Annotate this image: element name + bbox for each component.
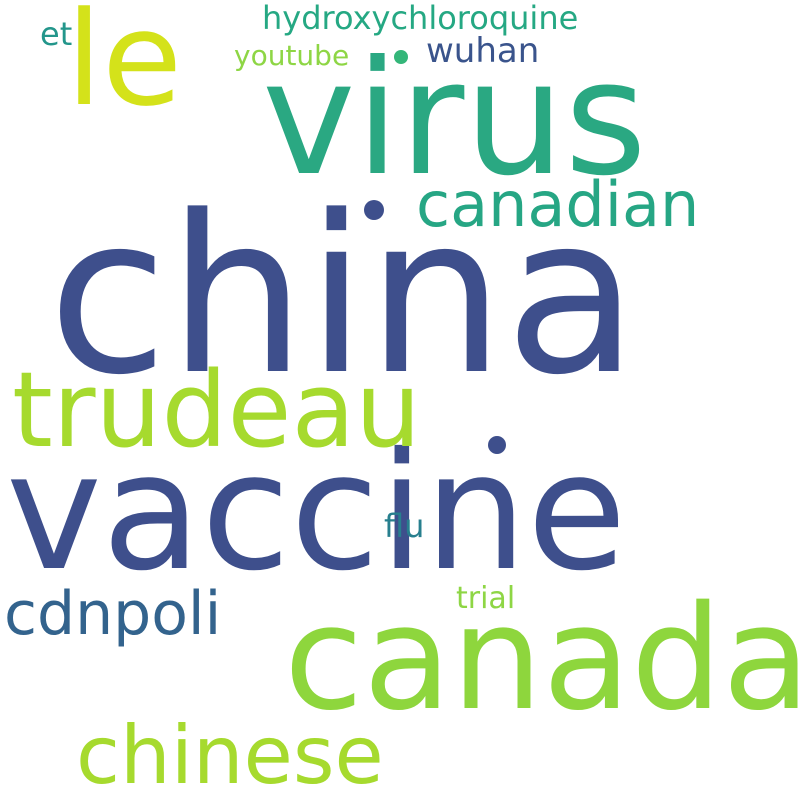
word-hydroxychloroquine: hydroxychloroquine	[262, 0, 579, 37]
dot-mark-trudeau	[488, 436, 506, 454]
dot-mark-china	[364, 200, 384, 220]
word-youtube: youtube	[234, 39, 350, 72]
word-virus: virus	[262, 27, 647, 211]
word-canadian: canadian	[416, 168, 700, 241]
word-flu: flu	[384, 507, 425, 545]
word-wuhan: wuhan	[426, 31, 540, 71]
word-trudeau: trudeau	[12, 349, 422, 471]
word-trial: trial	[456, 581, 516, 616]
dot-mark-top	[394, 50, 408, 64]
word-le: le	[66, 0, 183, 135]
word-chinese: chinese	[76, 709, 384, 800]
word-cdnpoli: cdnpoli	[4, 579, 222, 649]
word-canada: canada	[284, 574, 800, 742]
word-vaccine: vaccine	[6, 419, 627, 607]
word-et: et	[40, 15, 73, 53]
word-china: china	[48, 170, 639, 423]
